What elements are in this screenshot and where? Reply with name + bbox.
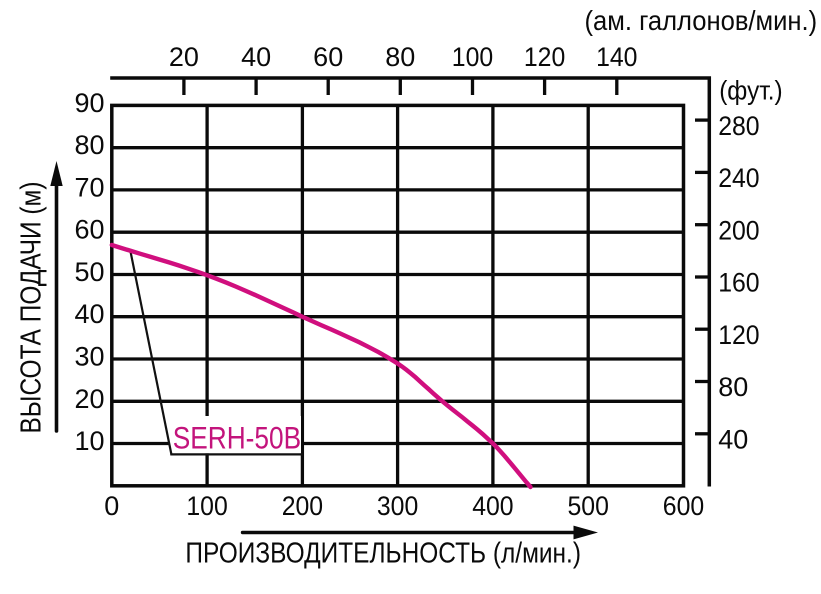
svg-text:140: 140 — [596, 42, 637, 72]
svg-text:120: 120 — [524, 42, 565, 72]
svg-text:40: 40 — [241, 42, 271, 72]
svg-text:ВЫСОТА ПОДАЧИ (м): ВЫСОТА ПОДАЧИ (м) — [16, 182, 48, 434]
svg-text:ПРОИЗВОДИТЕЛЬНОСТЬ (л/мин.): ПРОИЗВОДИТЕЛЬНОСТЬ (л/мин.) — [185, 538, 581, 570]
svg-text:200: 200 — [282, 491, 323, 521]
svg-text:400: 400 — [472, 491, 513, 521]
svg-text:60: 60 — [313, 42, 343, 72]
svg-text:10: 10 — [74, 426, 104, 456]
svg-text:300: 300 — [377, 491, 418, 521]
svg-text:80: 80 — [74, 130, 104, 160]
svg-text:90: 90 — [74, 88, 104, 118]
svg-text:200: 200 — [718, 215, 759, 245]
svg-text:SERH-50B: SERH-50B — [173, 420, 301, 455]
svg-text:240: 240 — [718, 163, 759, 193]
svg-text:20: 20 — [74, 384, 104, 414]
svg-text:80: 80 — [718, 372, 748, 402]
svg-text:600: 600 — [663, 491, 704, 521]
svg-text:(фут.): (фут.) — [719, 76, 782, 106]
svg-text:40: 40 — [718, 425, 748, 455]
svg-text:100: 100 — [186, 491, 227, 521]
svg-text:20: 20 — [169, 42, 199, 72]
svg-text:70: 70 — [74, 172, 104, 202]
svg-text:50: 50 — [74, 257, 104, 287]
svg-text:120: 120 — [718, 320, 759, 350]
svg-text:280: 280 — [718, 111, 759, 141]
svg-text:100: 100 — [452, 42, 493, 72]
svg-text:30: 30 — [74, 342, 104, 372]
svg-text:80: 80 — [385, 42, 415, 72]
svg-text:(ам. галлонов/мин.): (ам. галлонов/мин.) — [585, 5, 818, 36]
svg-text:0: 0 — [104, 491, 119, 521]
svg-text:160: 160 — [718, 268, 759, 298]
svg-text:60: 60 — [74, 215, 104, 245]
svg-text:40: 40 — [74, 299, 104, 329]
svg-text:500: 500 — [568, 491, 609, 521]
